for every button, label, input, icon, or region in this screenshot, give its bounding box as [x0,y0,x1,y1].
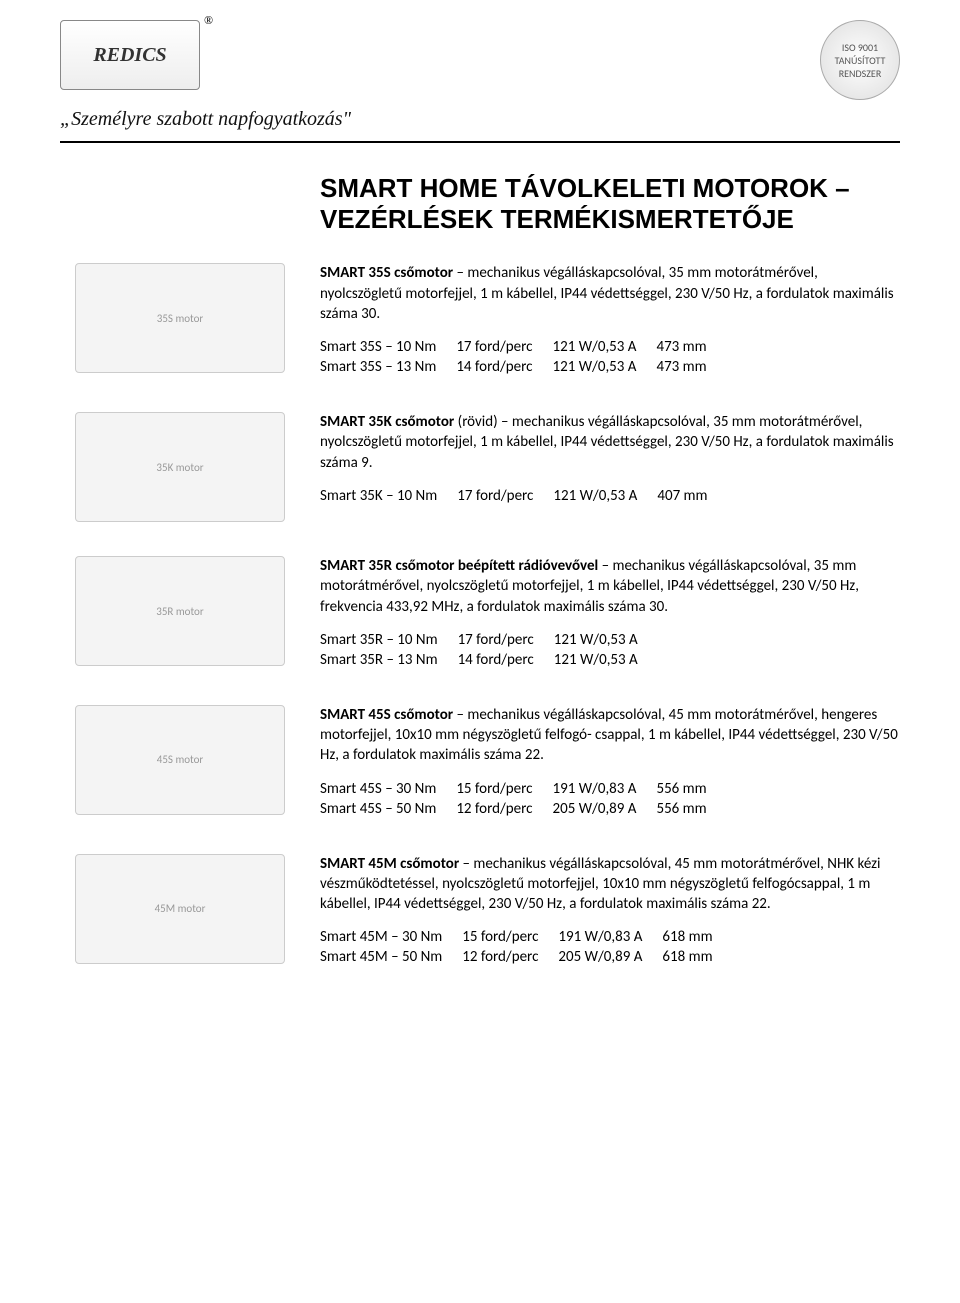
product-image-column: 35K motor [60,412,320,522]
registered-mark: ® [204,13,213,28]
product-block: 35R motor SMART 35R csőmotor beépített rá… [60,556,900,671]
company-logo: REDICS ® [60,20,200,90]
spec-cell: 14 ford/perc [456,358,552,378]
spec-cell: 14 ford/perc [458,651,554,671]
table-row: Smart 45S – 30 Nm15 ford/perc191 W/0,83 … [320,780,727,800]
product-name: SMART 35K csőmotor [320,413,454,431]
product-text-column: SMART 35K csőmotor (rövid) – mechanikus … [320,412,900,507]
iso-badge: ISO 9001 TANÚSÍTOTT RENDSZER [820,20,900,100]
table-row: Smart 35S – 13 Nm14 ford/perc121 W/0,53 … [320,358,727,378]
spec-cell: Smart 35K – 10 Nm [320,487,457,507]
product-name: SMART 35R csőmotor beépített rádióvevőve… [320,557,598,575]
product-name: SMART 45S csőmotor [320,706,453,724]
spec-cell: Smart 45S – 50 Nm [320,800,456,820]
spec-cell: 121 W/0,53 A [554,631,658,651]
spec-cell: Smart 35S – 10 Nm [320,338,456,358]
spec-table: Smart 45M – 30 Nm15 ford/perc191 W/0,83 … [320,928,733,968]
spec-cell: 191 W/0,83 A [558,928,662,948]
spec-cell: 17 ford/perc [456,338,552,358]
table-row: Smart 35R – 10 Nm17 ford/perc121 W/0,53 … [320,631,658,651]
page-header: REDICS ® „Személyre szabott napfogyatkoz… [60,20,900,131]
product-description: SMART 45S csőmotor – mechanikus végállás… [320,705,900,766]
product-image-column: 45M motor [60,854,320,964]
table-row: Smart 35K – 10 Nm17 ford/perc121 W/0,53 … [320,487,728,507]
spec-table: Smart 35S – 10 Nm17 ford/perc121 W/0,53 … [320,338,727,378]
spec-cell: Smart 45M – 30 Nm [320,928,462,948]
product-description: SMART 35K csőmotor (rövid) – mechanikus … [320,412,900,473]
spec-cell: 205 W/0,89 A [558,948,662,968]
product-image-column: 45S motor [60,705,320,815]
product-block: 35S motor SMART 35S csőmotor – mechanikus… [60,263,900,378]
spec-cell: 12 ford/perc [456,800,552,820]
spec-cell: 205 W/0,89 A [553,800,657,820]
product-description: SMART 35R csőmotor beépített rádióvevőve… [320,556,900,617]
spec-cell: 556 mm [656,780,726,800]
spec-cell: 121 W/0,53 A [553,338,657,358]
table-row: Smart 45S – 50 Nm12 ford/perc205 W/0,89 … [320,800,727,820]
product-text-column: SMART 35S csőmotor – mechanikus végállás… [320,263,900,378]
spec-cell: 121 W/0,53 A [554,651,658,671]
product-name: SMART 45M csőmotor [320,855,459,873]
table-row: Smart 35R – 13 Nm14 ford/perc121 W/0,53 … [320,651,658,671]
spec-cell: Smart 45S – 30 Nm [320,780,456,800]
spec-cell: 15 ford/perc [462,928,558,948]
product-image: 35K motor [75,412,285,522]
spec-cell: 556 mm [656,800,726,820]
product-name: SMART 35S csőmotor [320,264,453,282]
product-image: 35R motor [75,556,285,666]
spec-table: Smart 35K – 10 Nm17 ford/perc121 W/0,53 … [320,487,728,507]
product-block: 45S motor SMART 45S csőmotor – mechanikus… [60,705,900,820]
product-description: SMART 45M csőmotor – mechanikus végállás… [320,854,900,915]
product-image: 45S motor [75,705,285,815]
table-row: Smart 35S – 10 Nm17 ford/perc121 W/0,53 … [320,338,727,358]
product-image-column: 35R motor [60,556,320,666]
spec-cell: Smart 35R – 10 Nm [320,631,458,651]
header-divider [60,141,900,143]
spec-cell: 618 mm [662,948,732,968]
spec-table: Smart 35R – 10 Nm17 ford/perc121 W/0,53 … [320,631,658,671]
spec-cell: 473 mm [656,358,726,378]
spec-cell: Smart 45M – 50 Nm [320,948,462,968]
spec-table: Smart 45S – 30 Nm15 ford/perc191 W/0,83 … [320,780,727,820]
iso-badge-text: ISO 9001 TANÚSÍTOTT RENDSZER [821,41,899,80]
product-text-column: SMART 45S csőmotor – mechanikus végállás… [320,705,900,820]
table-row: Smart 45M – 50 Nm12 ford/perc205 W/0,89 … [320,948,733,968]
page-title: SMART HOME TÁVOLKELETI MOTOROK – VEZÉRLÉ… [320,173,900,235]
spec-cell: Smart 35S – 13 Nm [320,358,456,378]
spec-cell: 12 ford/perc [462,948,558,968]
logo-block: REDICS ® „Személyre szabott napfogyatkoz… [60,20,351,131]
spec-cell: 15 ford/perc [456,780,552,800]
product-text-column: SMART 35R csőmotor beépített rádióvevőve… [320,556,900,671]
tagline-text: „Személyre szabott napfogyatkozás" [60,108,351,131]
spec-cell: 17 ford/perc [457,487,553,507]
spec-cell: 17 ford/perc [458,631,554,651]
product-block: 35K motor SMART 35K csőmotor (rövid) – me… [60,412,900,522]
product-image-column: 35S motor [60,263,320,373]
spec-cell: 121 W/0,53 A [553,358,657,378]
product-block: 45M motor SMART 45M csőmotor – mechanikus… [60,854,900,969]
spec-cell: 121 W/0,53 A [553,487,657,507]
logo-text: REDICS [93,44,166,67]
table-row: Smart 45M – 30 Nm15 ford/perc191 W/0,83 … [320,928,733,948]
spec-cell: 618 mm [662,928,732,948]
product-text-column: SMART 45M csőmotor – mechanikus végállás… [320,854,900,969]
product-image: 45M motor [75,854,285,964]
spec-cell: 473 mm [656,338,726,358]
product-description: SMART 35S csőmotor – mechanikus végállás… [320,263,900,324]
spec-cell: Smart 35R – 13 Nm [320,651,458,671]
product-image: 35S motor [75,263,285,373]
spec-cell: 407 mm [657,487,727,507]
spec-cell: 191 W/0,83 A [553,780,657,800]
